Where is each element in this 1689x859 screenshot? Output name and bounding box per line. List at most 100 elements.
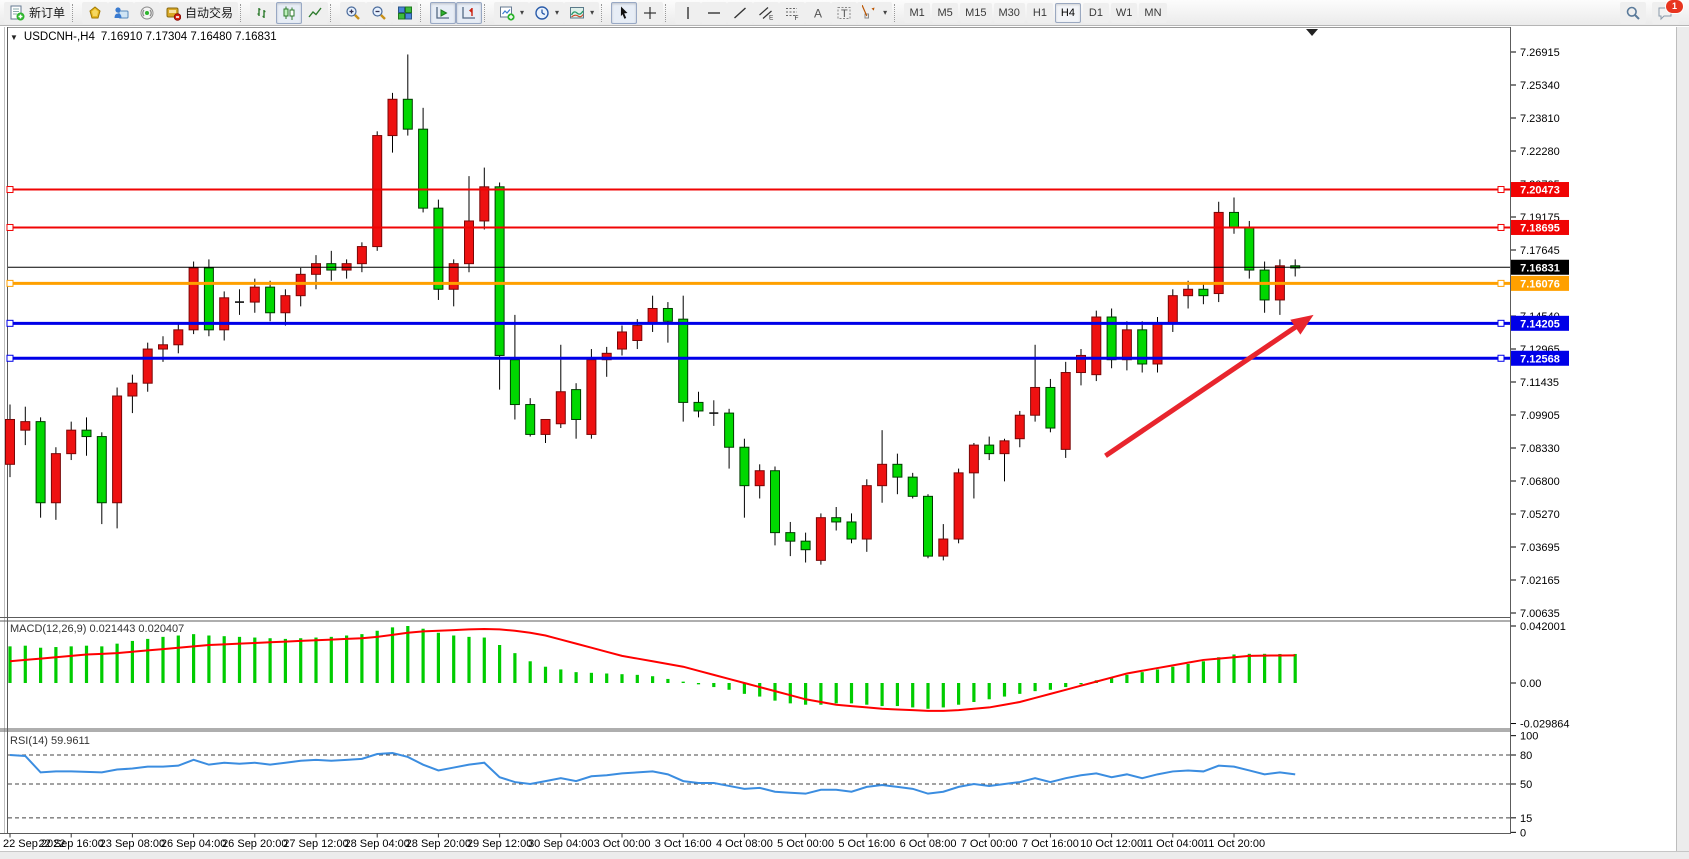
trendline-button[interactable] [727,1,754,24]
bull-candle [295,273,306,297]
macd-axis-label: 0.042001 [1520,621,1566,633]
bear-candle [831,517,842,523]
bull-candle [1167,295,1178,324]
rsi-axis-label: 0 [1520,827,1526,839]
line-chart-button[interactable] [302,1,329,24]
price-axis-label: 7.08330 [1520,443,1560,455]
zoom-out-button[interactable] [366,1,393,24]
timeframe-button-M1[interactable]: M1 [904,2,931,23]
symbol-dropdown-icon[interactable]: ▼ [10,32,18,42]
macd-indicator-label: MACD(12,26,9) 0.021443 0.020407 [10,623,185,635]
timeframe-button-H1[interactable]: H1 [1026,2,1053,23]
timeframe-button-MN[interactable]: MN [1139,2,1167,23]
timeframe-button-M15[interactable]: M15 [960,2,992,23]
text-label-button[interactable]: T [831,1,858,24]
time-axis-label: 23 Sep 08:00 [100,838,165,850]
signals-button[interactable] [134,1,161,24]
autotrading-label: 自动交易 [185,6,234,20]
price-line-badge-label: 7.20473 [1520,185,1560,197]
bear-candle [525,404,536,435]
timeframe-button-M30[interactable]: M30 [993,2,1025,23]
price-axis-label: 7.06800 [1520,476,1560,488]
periods-button[interactable]: ▾ [529,1,565,24]
templates-button[interactable]: ▾ [564,1,600,24]
rsi-indicator-label: RSI(14) 59.9611 [10,735,90,747]
bull-candle [158,344,168,350]
timeframe-button-H4[interactable]: H4 [1054,2,1081,23]
time-axis-label: 7 Oct 00:00 [961,838,1018,850]
new-chart-icon [500,6,515,21]
crosshair-button[interactable] [637,1,664,24]
price-axis-label: 7.17645 [1520,245,1560,257]
chevron-down-icon: ▾ [590,8,595,17]
new-order-button[interactable]: 新订单 [4,1,71,24]
line-handle [1497,319,1505,327]
bull-candle [66,429,77,455]
text-label-icon: T [837,6,851,20]
cursor-button[interactable] [611,1,638,24]
signals-icon [140,6,154,19]
bull-candle [632,325,643,342]
bull-candle [142,348,153,384]
arrows-icon [862,4,875,18]
zoom-in-button[interactable] [340,1,367,24]
price-line-badge-label: 7.18695 [1520,222,1560,234]
timeframe-button-D1[interactable]: D1 [1082,2,1109,23]
time-axis-label: 28 Sep 20:00 [406,838,471,850]
time-axis-label: 27 Sep 12:00 [283,838,348,850]
price-axis-label: 7.23810 [1520,113,1560,125]
timeframe-button-W1[interactable]: W1 [1110,2,1138,23]
community-icon [114,6,129,18]
line-handle [1497,186,1505,194]
text-button[interactable]: A [805,1,832,24]
vertical-line-button[interactable] [675,1,702,24]
bear-candle [770,470,780,534]
community-button[interactable] [108,1,135,24]
price-axis-label: 7.02165 [1520,575,1560,587]
time-axis-label: 26 Sep 20:00 [222,838,287,850]
chat-button[interactable]: 1 [1652,0,1684,24]
chart-title: ▼ USDCNH-,H4 7.16910 7.17304 7.16480 7.1… [10,31,277,43]
price-line-badge [1511,219,1569,235]
autotrading-button[interactable]: 自动交易 [160,1,239,24]
macd-axis-label: -0.029864 [1520,719,1570,731]
bull-candle [280,295,291,314]
auto-scroll-icon [436,6,450,19]
time-axis-label: 3 Oct 00:00 [594,838,651,850]
bottom-edge-strip [0,851,1689,859]
bull-candle [754,470,765,487]
bear-candle [923,495,933,557]
favorites-button[interactable] [82,1,109,24]
svg-text:E: E [769,14,774,21]
bull-candle [464,220,474,265]
fibonacci-button[interactable]: F [779,1,806,24]
chevron-down-icon: ▾ [883,8,888,17]
search-button[interactable] [1620,1,1646,24]
auto-scroll-button[interactable] [430,1,457,24]
bull-candle [555,391,566,425]
bar-chart-button[interactable] [250,1,277,24]
arrows-button[interactable]: ▾ [857,1,893,24]
time-axis-label: 22 Sep 16:00 [38,838,103,850]
price-axis-label: 7.11435 [1520,377,1559,389]
bull-candle [356,246,367,265]
candlestick-chart-button[interactable] [276,1,303,24]
timeframe-button-M5[interactable]: M5 [932,2,959,23]
bear-candle [418,128,429,209]
bull-candle [249,286,260,303]
time-axis-label: 5 Oct 00:00 [777,838,834,850]
shift-marker-icon [1306,29,1319,36]
toolbar-grip [665,3,673,22]
chart-shift-button[interactable] [456,1,483,24]
time-axis-label: 6 Oct 08:00 [900,838,957,850]
rsi-axis-label: 15 [1520,813,1532,825]
time-axis-label: 22 Sep 2022 [3,838,65,850]
tile-windows-button[interactable] [392,1,419,24]
new-chart-button[interactable]: ▾ [494,1,530,24]
time-axis-label: 29 Sep 12:00 [467,838,532,850]
toolbar-right-group: 1 [1620,0,1685,24]
equidistant-channel-button[interactable]: E [753,1,780,24]
new-order-label: 新订单 [29,6,66,20]
horizontal-line-button[interactable] [701,1,728,24]
